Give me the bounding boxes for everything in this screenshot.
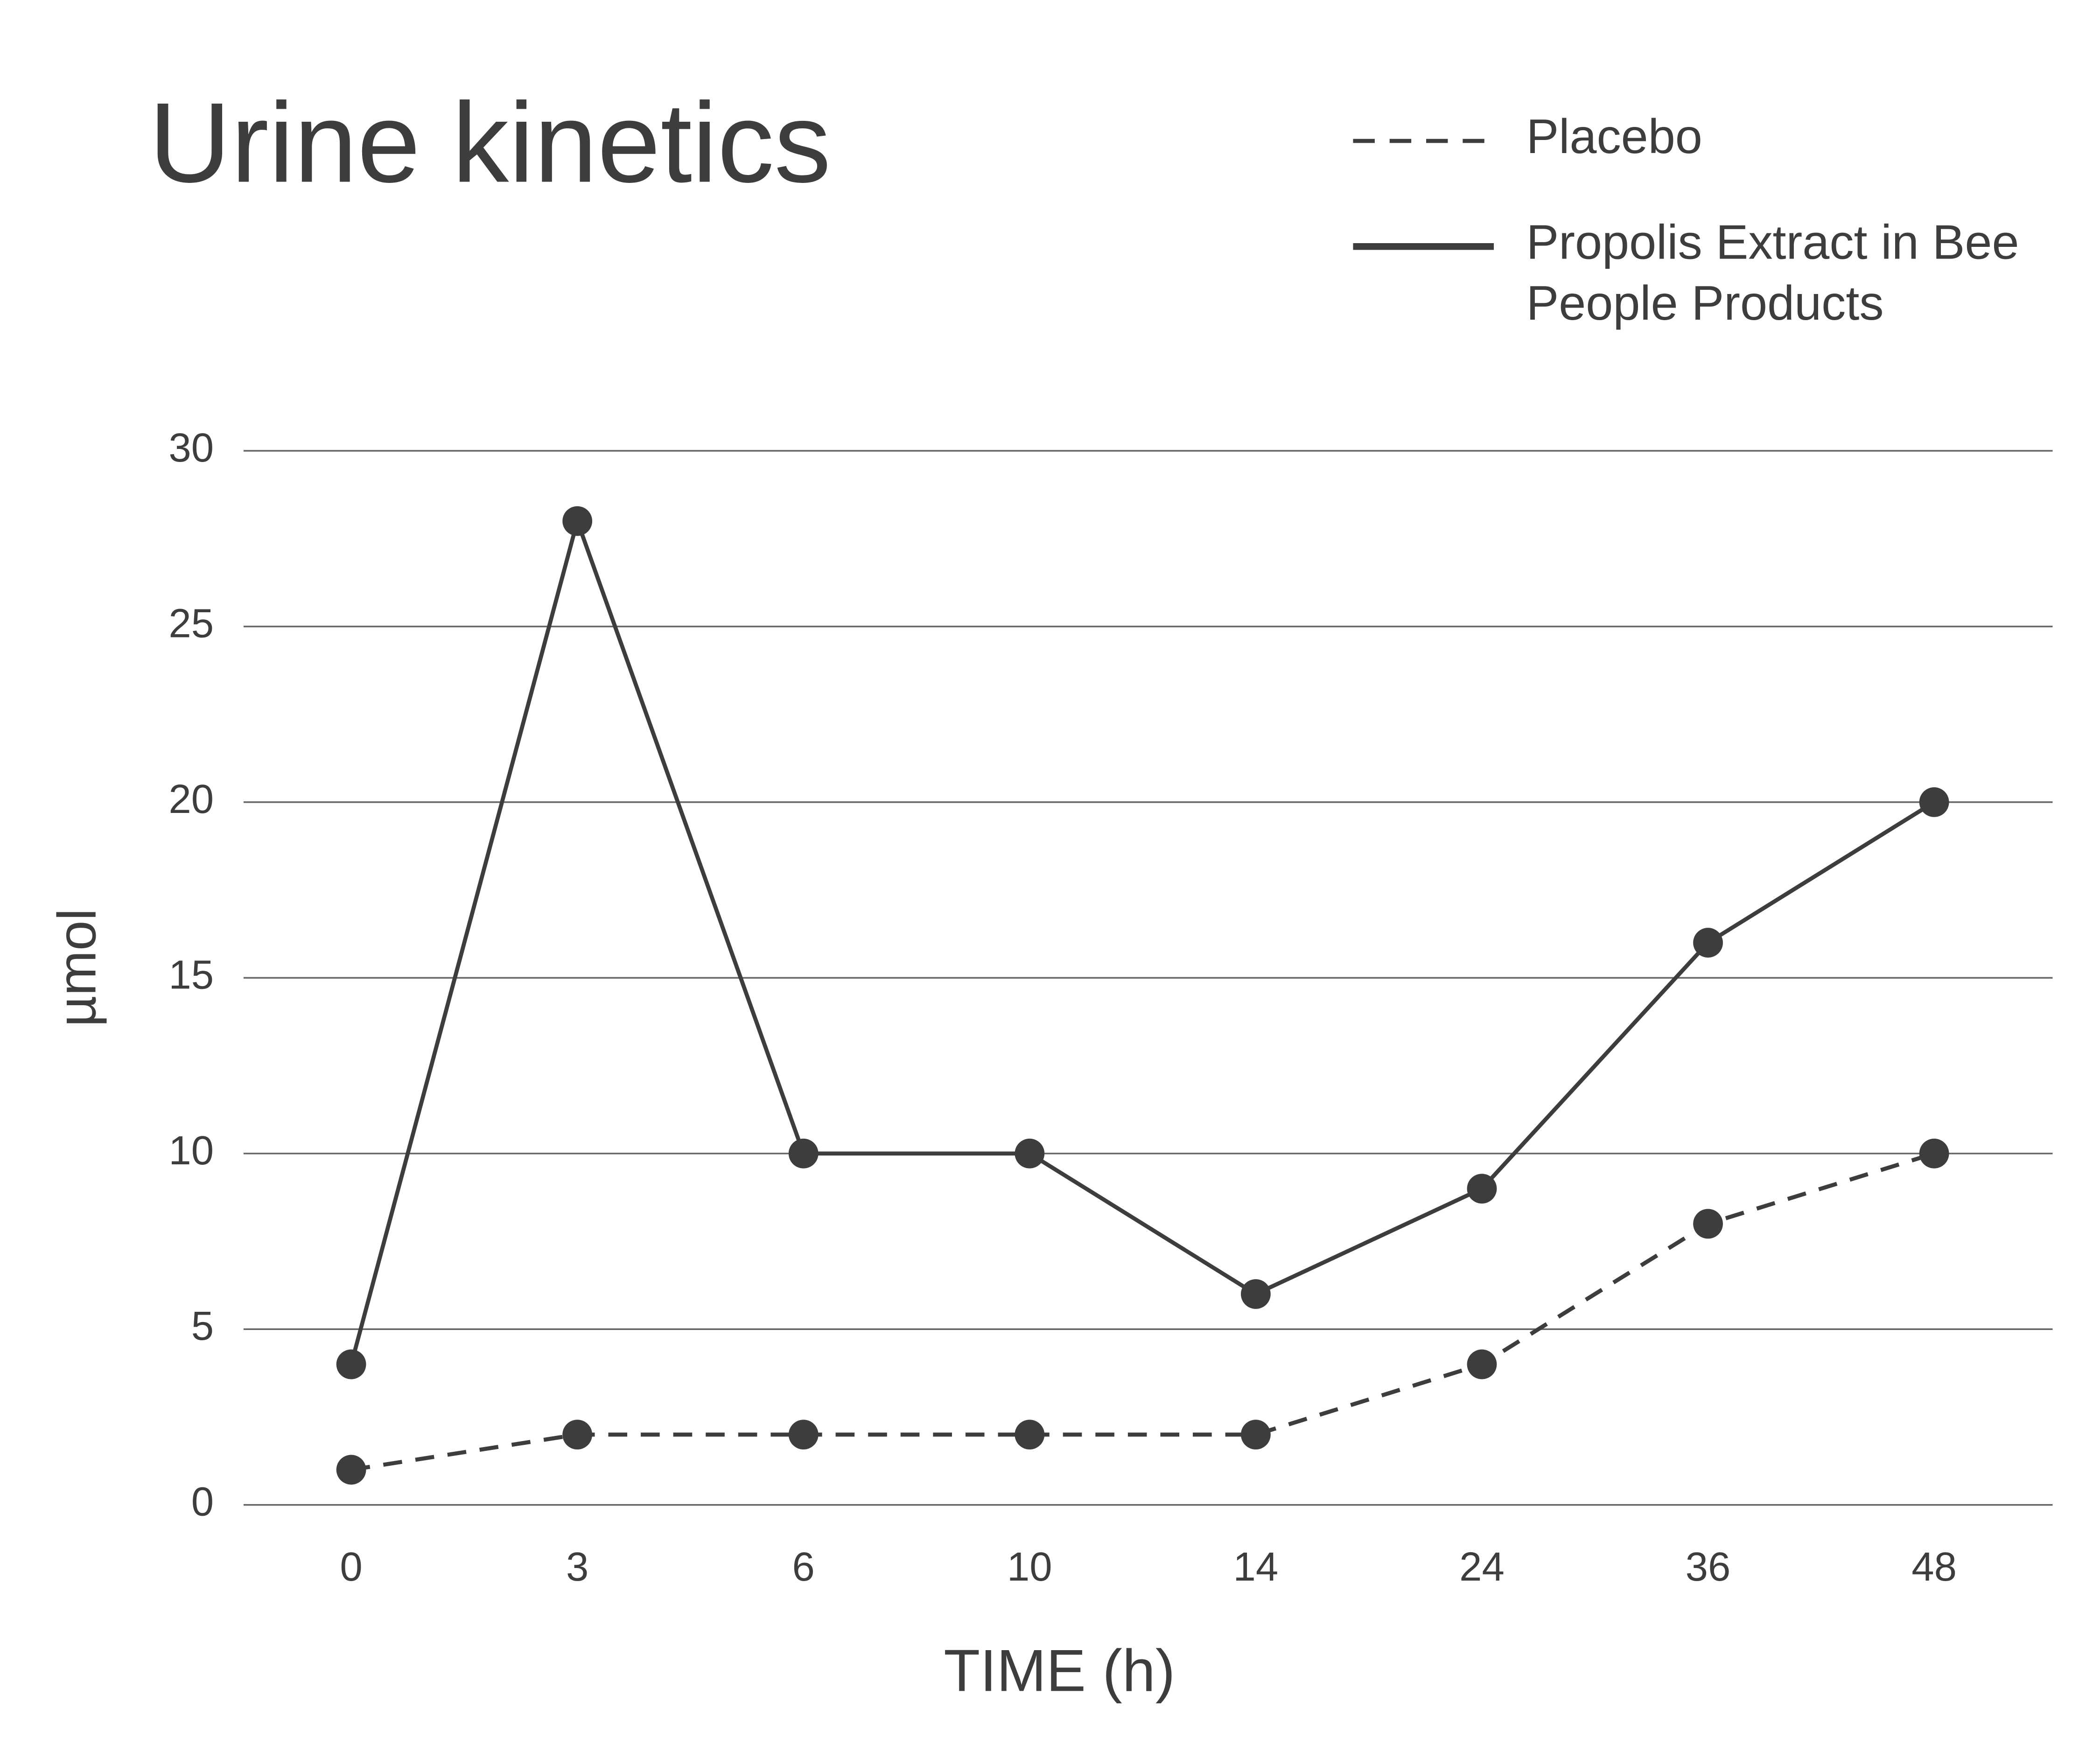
- y-tick-label: 30: [168, 425, 214, 470]
- y-tick-label: 20: [168, 777, 214, 822]
- data-point: [562, 1420, 593, 1450]
- legend-label: Propolis Extract in Bee People Products: [1526, 214, 2019, 330]
- data-point: [562, 506, 593, 536]
- y-tick-label: 10: [168, 1128, 214, 1173]
- data-point: [788, 1420, 819, 1450]
- y-tick-label: 5: [191, 1303, 214, 1349]
- data-point: [1241, 1420, 1271, 1450]
- data-point: [1919, 1138, 1949, 1169]
- x-tick-label: 48: [1911, 1544, 1957, 1589]
- y-tick-label: 15: [168, 952, 214, 997]
- x-axis-title: TIME (h): [944, 1638, 1175, 1704]
- x-tick-label: 14: [1233, 1544, 1279, 1589]
- y-axis-title: µmol: [47, 909, 107, 1027]
- data-point: [1467, 1174, 1497, 1204]
- x-tick-label: 3: [566, 1544, 588, 1589]
- legend-label: Placebo: [1526, 108, 1702, 164]
- y-tick-label: 0: [191, 1479, 214, 1525]
- x-tick-label: 6: [792, 1544, 815, 1589]
- data-point: [1693, 928, 1723, 958]
- data-point: [1467, 1349, 1497, 1379]
- x-tick-label: 10: [1007, 1544, 1052, 1589]
- data-point: [1015, 1138, 1045, 1169]
- chart-title: Urine kinetics: [149, 79, 831, 206]
- x-tick-label: 0: [340, 1544, 362, 1589]
- legend-entry: Propolis Extract in Bee People Products: [1526, 214, 2019, 330]
- x-tick-label: 36: [1686, 1544, 1731, 1589]
- data-point: [1693, 1209, 1723, 1239]
- data-point: [788, 1138, 819, 1169]
- x-tick-label: 24: [1459, 1544, 1505, 1589]
- y-tick-label: 25: [168, 601, 214, 646]
- legend-entry: Placebo: [1526, 108, 1702, 164]
- data-point: [1241, 1279, 1271, 1309]
- data-point: [336, 1349, 366, 1379]
- data-point: [336, 1455, 366, 1485]
- data-point: [1015, 1420, 1045, 1450]
- series-line: [349, 514, 1935, 1365]
- series-line: [350, 1151, 1935, 1472]
- data-point: [1919, 787, 1949, 817]
